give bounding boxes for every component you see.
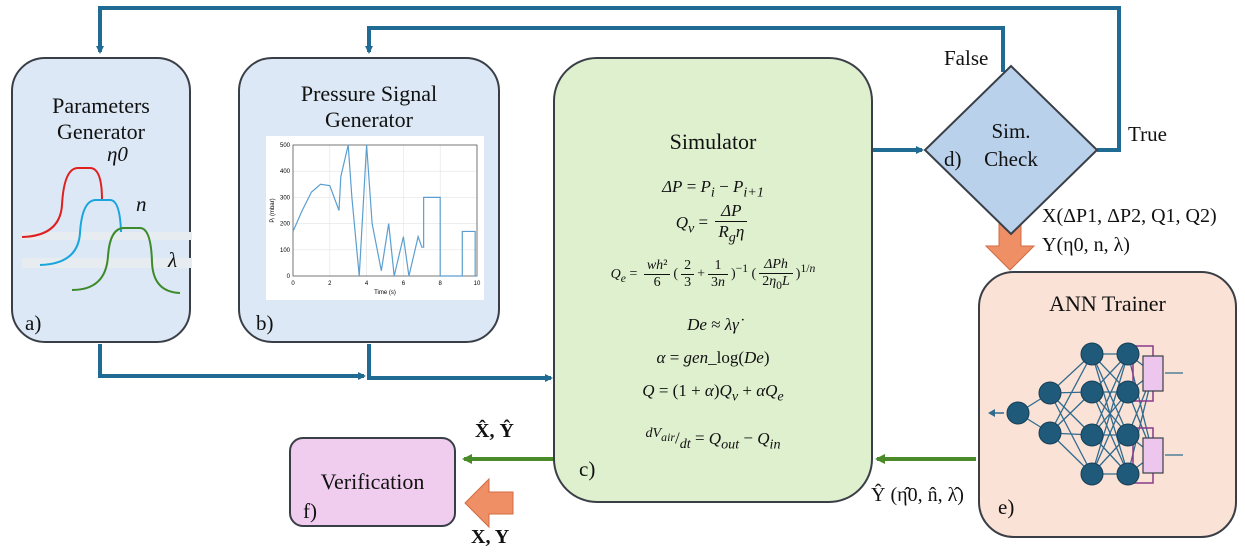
verification-title: Verification — [320, 469, 425, 494]
chart-frame — [292, 144, 478, 277]
ann-trainer-title: ANN Trainer — [1049, 291, 1166, 316]
ann-node — [1080, 423, 1104, 447]
simulator-title: Simulator — [669, 129, 757, 154]
feedback-arrow-true — [96, 6, 1121, 152]
ann-edge — [1091, 391, 1129, 475]
check-line1: Sim. — [991, 119, 1031, 143]
curve-n — [39, 199, 122, 266]
label-y-hat-pred: Ŷ (η̂0, n̂, λ̂) — [871, 484, 964, 506]
label-false: False — [944, 46, 989, 70]
ann-node — [1116, 342, 1140, 366]
tag-c: c) — [579, 457, 596, 481]
pressure-signal-title: Pressure Signal Generator — [300, 81, 438, 132]
label-n: n — [136, 192, 147, 216]
equation-alpha: α = gen_log(De) — [656, 348, 770, 367]
ann-node — [1116, 380, 1140, 404]
equation-delta-p: ΔP = Pi − Pi+1 — [662, 177, 764, 201]
pressure-series-line — [292, 144, 477, 277]
ann-edge — [1049, 353, 1093, 434]
ann-node — [1080, 342, 1104, 366]
equation-de: De ≈ λγ̇ — [687, 315, 739, 334]
tag-a: a) — [25, 311, 42, 335]
label-x-out: X(ΔP1, ΔP2, Q1, Q2) — [1042, 205, 1217, 227]
arrow-pressure-to-sim — [367, 344, 553, 382]
y-tick-label: 100 — [280, 248, 291, 254]
simulator-box: Simulator ΔP = Pi − Pi+1 Qv = ΔP Rgη Qe =… — [553, 57, 873, 503]
label-lambda: λ — [168, 248, 178, 272]
y-tick-label: 300 — [280, 195, 291, 201]
ann-node — [1006, 401, 1030, 425]
equation-dvair: dVair/dt = Qout − Qin — [645, 425, 781, 453]
parameters-generator-title: Parameters Generator — [52, 93, 150, 144]
curve-lambda — [71, 227, 181, 294]
tag-d: d) — [944, 147, 962, 171]
ann-node — [1038, 381, 1062, 405]
label-y-out: Y(η0, n, λ) — [1042, 234, 1130, 256]
y-tick-label: 400 — [280, 169, 291, 175]
curve-eta0 — [21, 167, 103, 238]
ann-node — [1116, 423, 1140, 447]
x-tick-label: 0 — [291, 281, 295, 287]
x-tick-label: 10 — [474, 281, 481, 287]
label-xy-in: X, Y — [471, 526, 510, 548]
arrow-check-to-ann — [984, 221, 1036, 271]
equation-qe: Qe = wh² 6(2 3 +1 3n)−1 (ΔPh 2η0L)1/n — [610, 257, 816, 292]
y-tick-label: 200 — [280, 222, 291, 228]
tag-b: b) — [256, 311, 274, 335]
arrow-params-to-sim — [98, 344, 366, 380]
y-tick-label: 0 — [287, 274, 291, 280]
ann-memory-cell — [1142, 355, 1164, 392]
ann-memory-cell — [1142, 437, 1164, 474]
ann-edge — [1091, 353, 1129, 436]
y-tick-label: 500 — [280, 143, 291, 149]
label-true: True — [1128, 122, 1167, 146]
chart-background — [266, 136, 484, 300]
x-tick-label: 6 — [402, 281, 406, 287]
ann-output-arrowhead — [988, 409, 995, 417]
ann-node — [1080, 462, 1104, 486]
arrow-xy-to-verification — [464, 477, 514, 529]
tag-f: f) — [303, 499, 317, 523]
verification-box: Verification f) — [289, 437, 456, 527]
check-line2: Check — [984, 147, 1038, 171]
y-axis-label: Pᵢ (mbar) — [270, 198, 276, 222]
ann-node — [1080, 380, 1104, 404]
equation-qv: Qv = ΔP Rgη — [555, 201, 871, 246]
x-tick-label: 2 — [328, 281, 332, 287]
label-xy-hat: X̂, Ŷ — [475, 420, 514, 442]
x-tick-label: 4 — [365, 281, 369, 287]
feedback-arrow-false — [365, 26, 1005, 72]
x-axis-label: Time (s) — [374, 290, 396, 296]
equation-q: Q = (1 + α)Qv + αQe — [642, 381, 784, 405]
ann-edge — [1091, 353, 1129, 475]
ann-node — [1038, 421, 1062, 445]
tag-e: e) — [998, 495, 1015, 519]
ann-node — [1116, 462, 1140, 486]
x-tick-label: 8 — [439, 281, 443, 287]
label-eta0: η0 — [107, 142, 128, 166]
